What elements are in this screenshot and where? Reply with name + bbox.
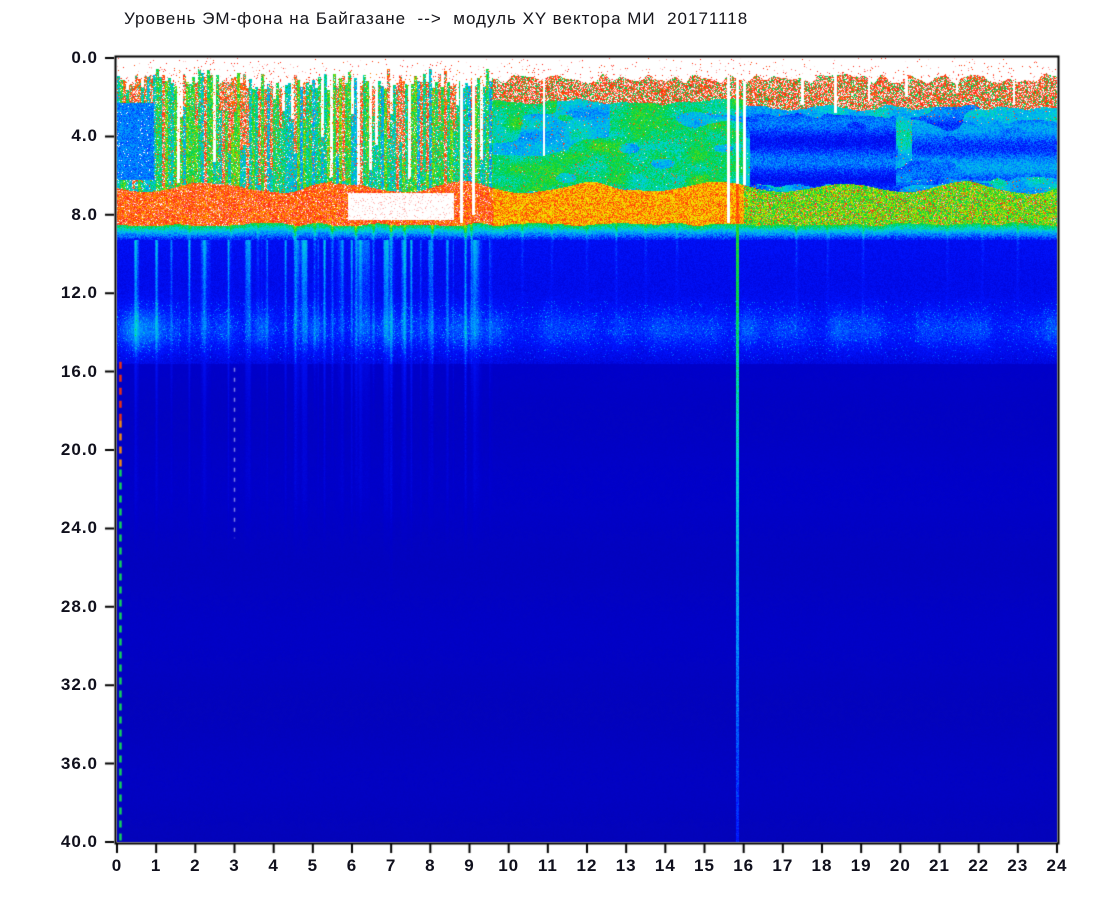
chart-title: Уровень ЭМ-фона на Байгазане --> модуль … — [124, 9, 749, 28]
x-tick-label: 14 — [654, 856, 676, 875]
x-tick-label: 3 — [229, 856, 240, 875]
y-tick-label: 40.0 — [60, 832, 98, 851]
x-tick-label: 12 — [576, 856, 598, 875]
x-tick-label: 16 — [733, 856, 755, 875]
x-tick-label: 5 — [307, 856, 319, 875]
x-tick-label: 8 — [425, 856, 436, 875]
x-tick-label: 2 — [190, 856, 201, 875]
y-tick-label: 28.0 — [60, 596, 98, 616]
x-tick-label: 9 — [464, 856, 475, 875]
x-tick-label: 21 — [929, 856, 950, 875]
y-tick-label: 4.0 — [71, 126, 98, 146]
x-tick-label: 13 — [615, 856, 637, 875]
y-tick-label: 12.0 — [60, 283, 98, 303]
x-tick-label: 10 — [498, 856, 520, 875]
x-tick-label: 18 — [811, 856, 833, 875]
x-tick-label: 4 — [268, 856, 279, 875]
y-tick-label: 32.0 — [60, 675, 98, 695]
x-tick-label: 15 — [694, 856, 715, 875]
x-tick-label: 1 — [150, 856, 162, 875]
y-tick-label: 24.0 — [60, 518, 98, 538]
x-tick-label: 19 — [850, 856, 872, 875]
y-tick-label: 36.0 — [60, 753, 98, 773]
x-tick-label: 7 — [385, 856, 397, 875]
x-tick-label: 23 — [1007, 856, 1029, 875]
x-tick-label: 22 — [968, 856, 990, 875]
y-tick-label: 0.0 — [71, 48, 98, 67]
x-tick-label: 20 — [889, 856, 911, 875]
x-tick-label: 17 — [772, 856, 794, 875]
x-tick-label: 11 — [537, 856, 558, 875]
x-tick-label: 0 — [111, 856, 123, 875]
y-tick-label: 8.0 — [71, 204, 98, 224]
x-tick-label: 6 — [346, 856, 358, 875]
x-tick-label: 24 — [1046, 856, 1068, 875]
y-tick-label: 20.0 — [60, 440, 98, 459]
y-tick-label: 16.0 — [60, 361, 98, 381]
